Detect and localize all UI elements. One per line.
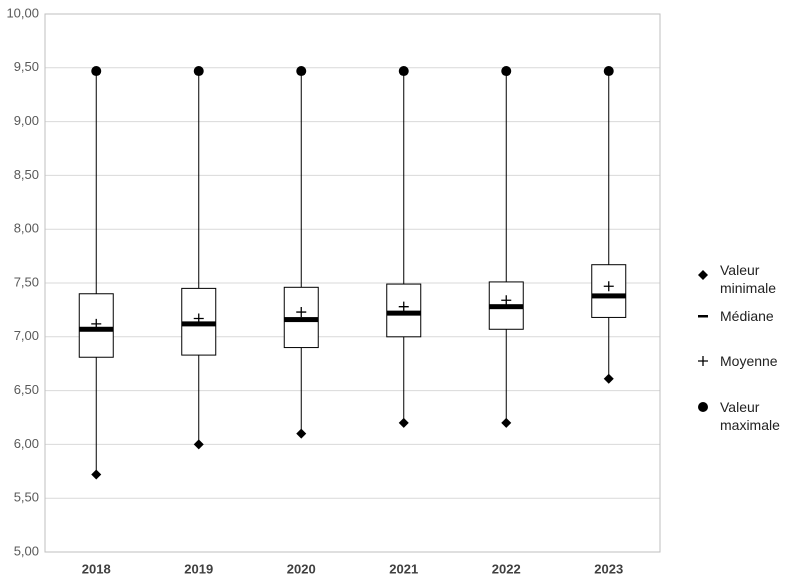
median (284, 317, 319, 323)
y-tick-label: 5,00 (14, 543, 39, 558)
mean (603, 281, 614, 292)
mean (501, 295, 512, 306)
legend-label: Moyenne (720, 353, 778, 369)
mean (91, 318, 102, 329)
max (603, 66, 614, 77)
x-tick-label: 2020 (287, 561, 316, 576)
mean (193, 313, 204, 324)
median (489, 304, 524, 310)
median (591, 293, 626, 299)
x-tick-label: 2023 (594, 561, 623, 576)
min (603, 373, 614, 384)
min (398, 417, 409, 428)
min (296, 428, 307, 439)
x-tick-label: 2019 (184, 561, 213, 576)
y-tick-label: 9,50 (14, 59, 39, 74)
y-tick-label: 6,00 (14, 436, 39, 451)
x-tick-label: 2021 (389, 561, 418, 576)
y-tick-label: 8,50 (14, 167, 39, 182)
legend-marker (698, 356, 708, 366)
median (181, 321, 216, 327)
max (398, 66, 409, 77)
max (296, 66, 307, 77)
legend-label: Valeur minimale (720, 262, 777, 296)
legend-label: Médiane (720, 308, 774, 324)
x-tick-label: 2022 (492, 561, 521, 576)
mean (296, 307, 307, 318)
max (501, 66, 512, 77)
y-tick-label: 9,00 (14, 113, 39, 128)
y-tick-label: 6,50 (14, 382, 39, 397)
median (79, 326, 114, 332)
y-tick-label: 7,50 (14, 274, 39, 289)
legend-marker (698, 315, 708, 318)
legend-marker (698, 402, 708, 412)
legend-marker (698, 270, 708, 280)
min (193, 439, 204, 450)
min (91, 469, 102, 480)
plot-border (44, 13, 661, 553)
median (386, 310, 421, 316)
y-tick-label: 10,00 (6, 5, 39, 20)
y-tick-label: 7,00 (14, 328, 39, 343)
mean (398, 301, 409, 312)
y-tick-label: 5,50 (14, 490, 39, 505)
max (91, 66, 102, 77)
y-tick-label: 8,00 (14, 221, 39, 236)
x-tick-label: 2018 (82, 561, 111, 576)
max (193, 66, 204, 77)
legend-label: Valeur maximale (720, 399, 780, 433)
min (501, 417, 512, 428)
